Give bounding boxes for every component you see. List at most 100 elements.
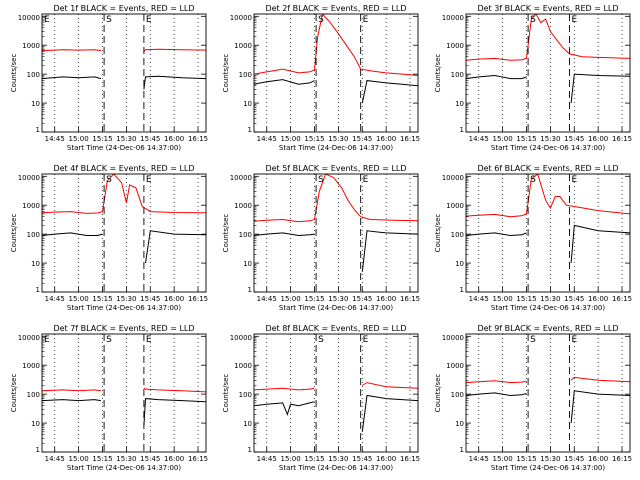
- panel-det-6: Det 6f BLACK = Events, RED = LLD 1 10 100 10…: [434, 164, 632, 312]
- x-tick-label: 15:15: [516, 295, 536, 303]
- x-tick-label: 16:00: [588, 135, 608, 143]
- x-tick-label: 16:15: [400, 295, 420, 303]
- x-tick-label: 15:45: [352, 455, 372, 463]
- x-axis-label: Start Time (24-Dec-06 14:37:00): [67, 304, 181, 312]
- x-tick-label: 16:00: [376, 135, 396, 143]
- marker-label: E: [146, 15, 152, 25]
- x-tick-label: 16:00: [164, 135, 184, 143]
- panel-det-7: Det 7f BLACK = Events, RED = LLD 1 10 100 10…: [10, 324, 208, 472]
- y-tick-label: 1: [36, 446, 40, 454]
- y-tick-label: 10: [243, 420, 252, 428]
- x-tick-label: 15:30: [116, 295, 136, 303]
- y-axis-label: Counts/sec: [10, 374, 18, 413]
- x-tick-label: 15:45: [564, 295, 584, 303]
- x-tick-label: 15:15: [304, 135, 324, 143]
- series-events-line: [254, 79, 418, 104]
- y-axis-label: Counts/sec: [434, 214, 442, 253]
- y-tick-label: 10: [31, 420, 40, 428]
- y-tick-label: 1: [460, 446, 464, 454]
- y-tick-label: 1000: [234, 42, 252, 50]
- x-axis-label: Start Time (24-Dec-06 14:37:00): [279, 464, 393, 472]
- marker-label: E: [571, 335, 577, 345]
- y-tick-label: 10: [455, 100, 464, 108]
- x-tick-label: 16:00: [164, 455, 184, 463]
- y-axis-label: Counts/sec: [222, 54, 230, 93]
- y-tick-label: 10000: [18, 14, 40, 22]
- y-axis-label: Counts/sec: [222, 374, 230, 413]
- x-tick-label: 16:15: [612, 295, 632, 303]
- y-tick-label: 10000: [442, 14, 464, 22]
- series-events-line: [466, 390, 630, 424]
- panel-det-1: Det 1f BLACK = Events, RED = LLD 1 10 100 10…: [10, 4, 208, 152]
- x-tick-label: 14:45: [257, 135, 277, 143]
- plot-frame: [253, 173, 419, 293]
- y-tick-label: 100: [27, 391, 40, 399]
- panel-det-9: Det 9f BLACK = Events, RED = LLD 1 10 100 10…: [434, 324, 632, 472]
- series-lld-line: [466, 376, 630, 384]
- plot-frame: [41, 13, 207, 133]
- plot-frame: [465, 173, 631, 293]
- y-tick-label: 10: [455, 260, 464, 268]
- y-tick-label: 10000: [230, 334, 252, 342]
- marker-label: E: [146, 335, 152, 345]
- marker-label: S: [106, 175, 112, 185]
- series-lld-line: [466, 14, 630, 61]
- x-tick-label: 16:15: [188, 455, 208, 463]
- series-events-line: [42, 398, 206, 426]
- y-tick-label: 10: [243, 260, 252, 268]
- x-tick-label: 15:45: [140, 455, 160, 463]
- x-tick-label: 15:00: [69, 135, 89, 143]
- marker-label: E: [44, 335, 50, 345]
- series-events-line: [466, 224, 630, 264]
- x-tick-label: 15:45: [352, 135, 372, 143]
- x-tick-label: 14:45: [469, 455, 489, 463]
- chart-title: Det 2f BLACK = Events, RED = LLD: [265, 4, 406, 13]
- x-tick-label: 15:30: [328, 135, 348, 143]
- x-tick-label: 14:45: [45, 455, 65, 463]
- x-tick-label: 15:00: [69, 455, 89, 463]
- x-tick-label: 15:30: [540, 455, 560, 463]
- series-lld-line: [254, 382, 418, 391]
- chart-title: Det 9f BLACK = Events, RED = LLD: [477, 324, 618, 333]
- x-tick-label: 16:15: [188, 135, 208, 143]
- marker-label: S: [318, 175, 324, 185]
- x-axis-label: Start Time (24-Dec-06 14:37:00): [67, 464, 181, 472]
- y-tick-label: 1000: [446, 202, 464, 210]
- marker-label: S: [106, 335, 112, 345]
- y-tick-label: 1: [248, 286, 252, 294]
- series-lld-line: [42, 387, 206, 393]
- series-lld-line: [254, 174, 418, 223]
- x-tick-label: 15:45: [564, 455, 584, 463]
- x-tick-label: 16:15: [400, 455, 420, 463]
- y-tick-label: 1000: [234, 202, 252, 210]
- y-tick-label: 1000: [234, 362, 252, 370]
- panel-det-2: Det 2f BLACK = Events, RED = LLD 1 10 100 10…: [222, 4, 420, 152]
- x-tick-label: 14:45: [469, 135, 489, 143]
- x-axis-label: Start Time (24-Dec-06 14:37:00): [491, 144, 605, 152]
- chart-title: Det 7f BLACK = Events, RED = LLD: [53, 324, 194, 333]
- x-tick-label: 15:15: [92, 135, 112, 143]
- plot-frame: [41, 173, 207, 293]
- y-tick-label: 10000: [18, 174, 40, 182]
- x-tick-label: 14:45: [469, 295, 489, 303]
- x-axis-label: Start Time (24-Dec-06 14:37:00): [491, 464, 605, 472]
- x-tick-label: 15:30: [116, 455, 136, 463]
- x-tick-label: 16:00: [588, 295, 608, 303]
- x-tick-label: 15:00: [493, 135, 513, 143]
- x-tick-label: 15:30: [540, 135, 560, 143]
- x-tick-label: 15:15: [92, 295, 112, 303]
- marker-label: S: [530, 175, 536, 185]
- plot-frame: [253, 13, 419, 133]
- x-tick-label: 15:30: [328, 295, 348, 303]
- plot-frame: [465, 333, 631, 453]
- y-tick-label: 10: [31, 260, 40, 268]
- panel-det-5: Det 5f BLACK = Events, RED = LLD 1 10 100 10…: [222, 164, 420, 312]
- chart-title: Det 6f BLACK = Events, RED = LLD: [477, 164, 618, 173]
- marker-label: S: [530, 335, 536, 345]
- y-axis-label: Counts/sec: [10, 214, 18, 253]
- marker-label: E: [363, 15, 369, 25]
- series-lld-line: [254, 14, 418, 76]
- x-tick-label: 14:45: [45, 295, 65, 303]
- plot-frame: [41, 333, 207, 453]
